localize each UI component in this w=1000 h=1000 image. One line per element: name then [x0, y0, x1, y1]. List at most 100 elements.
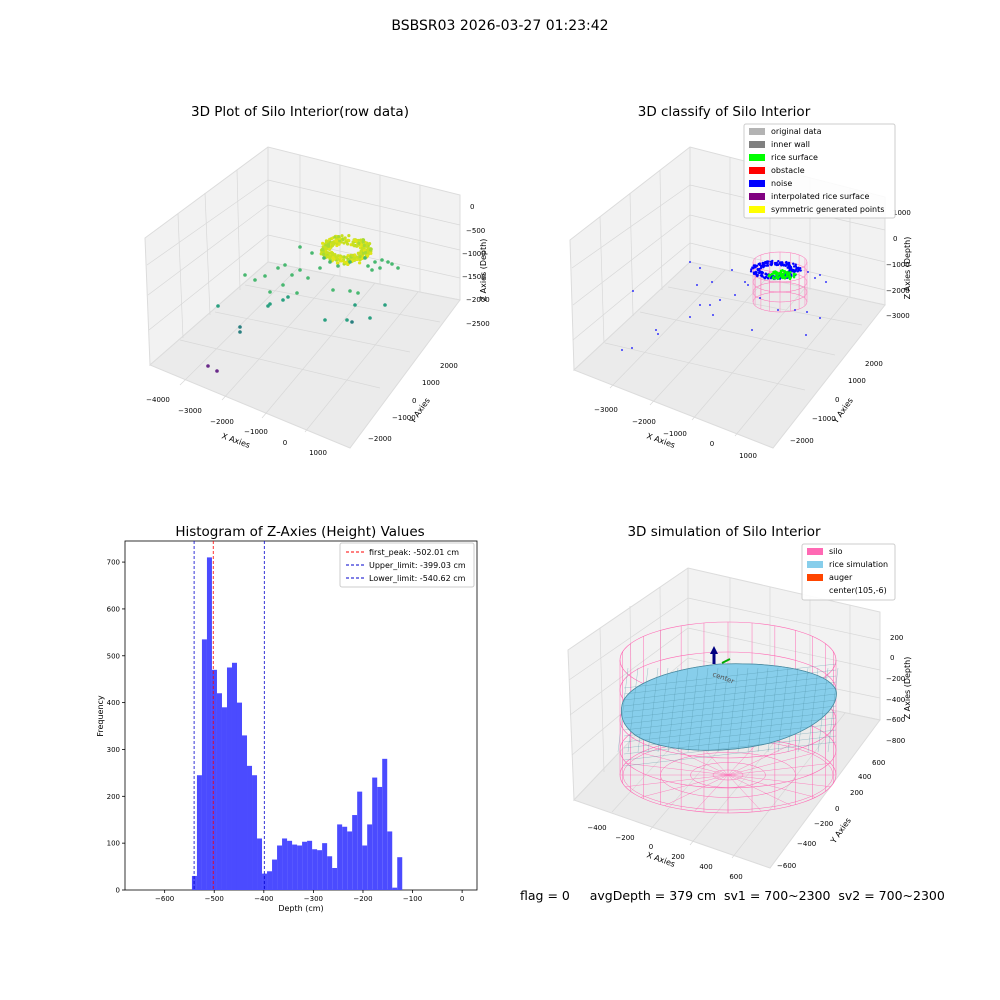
rice-mesh-line	[797, 667, 809, 753]
rice-surface-point	[786, 275, 790, 278]
histogram-bar	[392, 887, 398, 890]
rice-mesh-line	[807, 667, 819, 753]
classify-z-tick: 1000	[893, 209, 911, 217]
silo-floor-spoke	[727, 774, 831, 787]
noise-point	[807, 271, 809, 273]
raw-point	[350, 320, 354, 324]
noise-point	[790, 267, 793, 271]
noise-point	[770, 262, 773, 266]
noise-point	[806, 311, 808, 313]
raw-point	[396, 266, 400, 270]
noise-point	[782, 264, 786, 267]
simulation-z-tick: 0	[890, 654, 894, 662]
raw-point	[346, 262, 350, 267]
legend-entry: Lower_limit: -540.62 cm	[369, 574, 466, 583]
raw-point	[321, 241, 325, 245]
noise-point	[819, 274, 821, 276]
x-tick-label: −200	[353, 895, 372, 903]
raw-point	[360, 246, 364, 250]
simulation-x-tick: −400	[587, 824, 606, 832]
x-tick-label: 0	[460, 895, 464, 903]
histogram-legend: first_peak: -502.01 cm Upper_limit: -399.…	[339, 542, 475, 588]
raw-point	[334, 238, 338, 243]
rice-surface-point	[768, 275, 771, 278]
simulation-legend-swatch	[807, 548, 823, 555]
simulation-legend-entry: center(105,-6)	[829, 586, 887, 595]
raw-point	[368, 316, 372, 320]
histogram-bar	[357, 791, 363, 890]
histogram-bar	[337, 824, 343, 890]
raw-z-axis-label: Z Axies (Depth)	[479, 239, 488, 302]
noise-point	[776, 263, 780, 267]
raw-point	[366, 246, 370, 250]
raw-point	[281, 298, 285, 302]
rice-surface-point	[780, 276, 784, 279]
simulation-z-tick: −800	[886, 737, 905, 745]
raw-z-tick: 0	[470, 203, 474, 211]
raw-y-tick: 2000	[440, 362, 458, 370]
histogram-bar	[201, 639, 207, 890]
raw-point	[366, 264, 370, 268]
x-tick-label: −100	[403, 895, 422, 903]
classify-legend-swatch	[749, 180, 765, 187]
simulation-x-tick: 400	[699, 863, 712, 871]
noise-point	[696, 284, 698, 286]
raw-point	[286, 295, 290, 299]
raw-point	[370, 268, 374, 272]
noise-point	[760, 264, 763, 268]
histogram-bar	[322, 843, 328, 890]
raw-point	[348, 289, 352, 293]
raw-point	[321, 252, 326, 256]
histogram-y-ticks: 0 100 200 300 400 500 600 700	[107, 559, 125, 895]
histogram-bar	[332, 867, 338, 890]
raw-point	[323, 246, 327, 250]
y-tick-label: 100	[107, 840, 120, 848]
raw-x-tick: −2000	[210, 418, 234, 426]
legend-entry: Upper_limit: -399.03 cm	[369, 561, 466, 570]
raw-point	[358, 255, 362, 259]
noise-point	[766, 260, 769, 263]
classify-legend-swatch	[749, 154, 765, 161]
raw-point	[295, 291, 299, 295]
raw-point	[326, 242, 331, 246]
raw-point	[342, 241, 346, 245]
raw-point	[238, 330, 242, 334]
histogram-bar	[226, 667, 232, 890]
noise-point	[764, 272, 767, 276]
simulation-axis-ticks: −400 −200 0 200 400 600 −600 −400 −200 0…	[587, 634, 905, 881]
histogram-bar	[312, 849, 318, 890]
raw-point	[276, 266, 280, 270]
rice-surface-point	[792, 274, 795, 278]
rice-mesh-line	[623, 705, 837, 731]
histogram-bar	[387, 831, 393, 890]
noise-point	[689, 261, 691, 263]
noise-point	[760, 270, 764, 274]
simulation-3d-plot: 3D simulation of Silo Interior center −4…	[567, 524, 912, 881]
y-tick-label: 0	[116, 887, 120, 895]
histogram-title: Histogram of Z-Axies (Height) Values	[175, 524, 424, 540]
noise-point	[792, 262, 795, 265]
histogram-bar	[382, 758, 388, 890]
y-tick-label: 200	[107, 793, 120, 801]
rice-mesh-line	[623, 663, 837, 689]
classify-x-tick: −1000	[663, 430, 687, 438]
raw-y-tick: −2000	[368, 435, 392, 443]
raw-point	[343, 236, 347, 240]
raw-point	[216, 304, 220, 308]
histogram-bar	[352, 815, 358, 890]
rice-mesh-line	[623, 717, 837, 743]
noise-point	[711, 281, 713, 283]
noise-point	[699, 267, 701, 269]
raw-point	[342, 255, 346, 259]
classify-axis-ticks: −3000 −2000 −1000 0 1000 −2000 −1000 0 1…	[594, 209, 911, 460]
raw-point	[339, 259, 343, 263]
noise-point	[769, 276, 773, 280]
classify-x-tick: 1000	[739, 452, 757, 460]
y-tick-label: 600	[107, 605, 120, 613]
classify-z-tick: 0	[893, 235, 897, 243]
classify-y-tick: 2000	[865, 360, 883, 368]
classify-legend-swatch	[749, 167, 765, 174]
raw-z-tick: −1500	[462, 273, 486, 281]
raw-axis-ticks: −4000 −3000 −2000 −1000 0 1000 −2000 −10…	[146, 203, 490, 457]
raw-point	[298, 245, 302, 249]
